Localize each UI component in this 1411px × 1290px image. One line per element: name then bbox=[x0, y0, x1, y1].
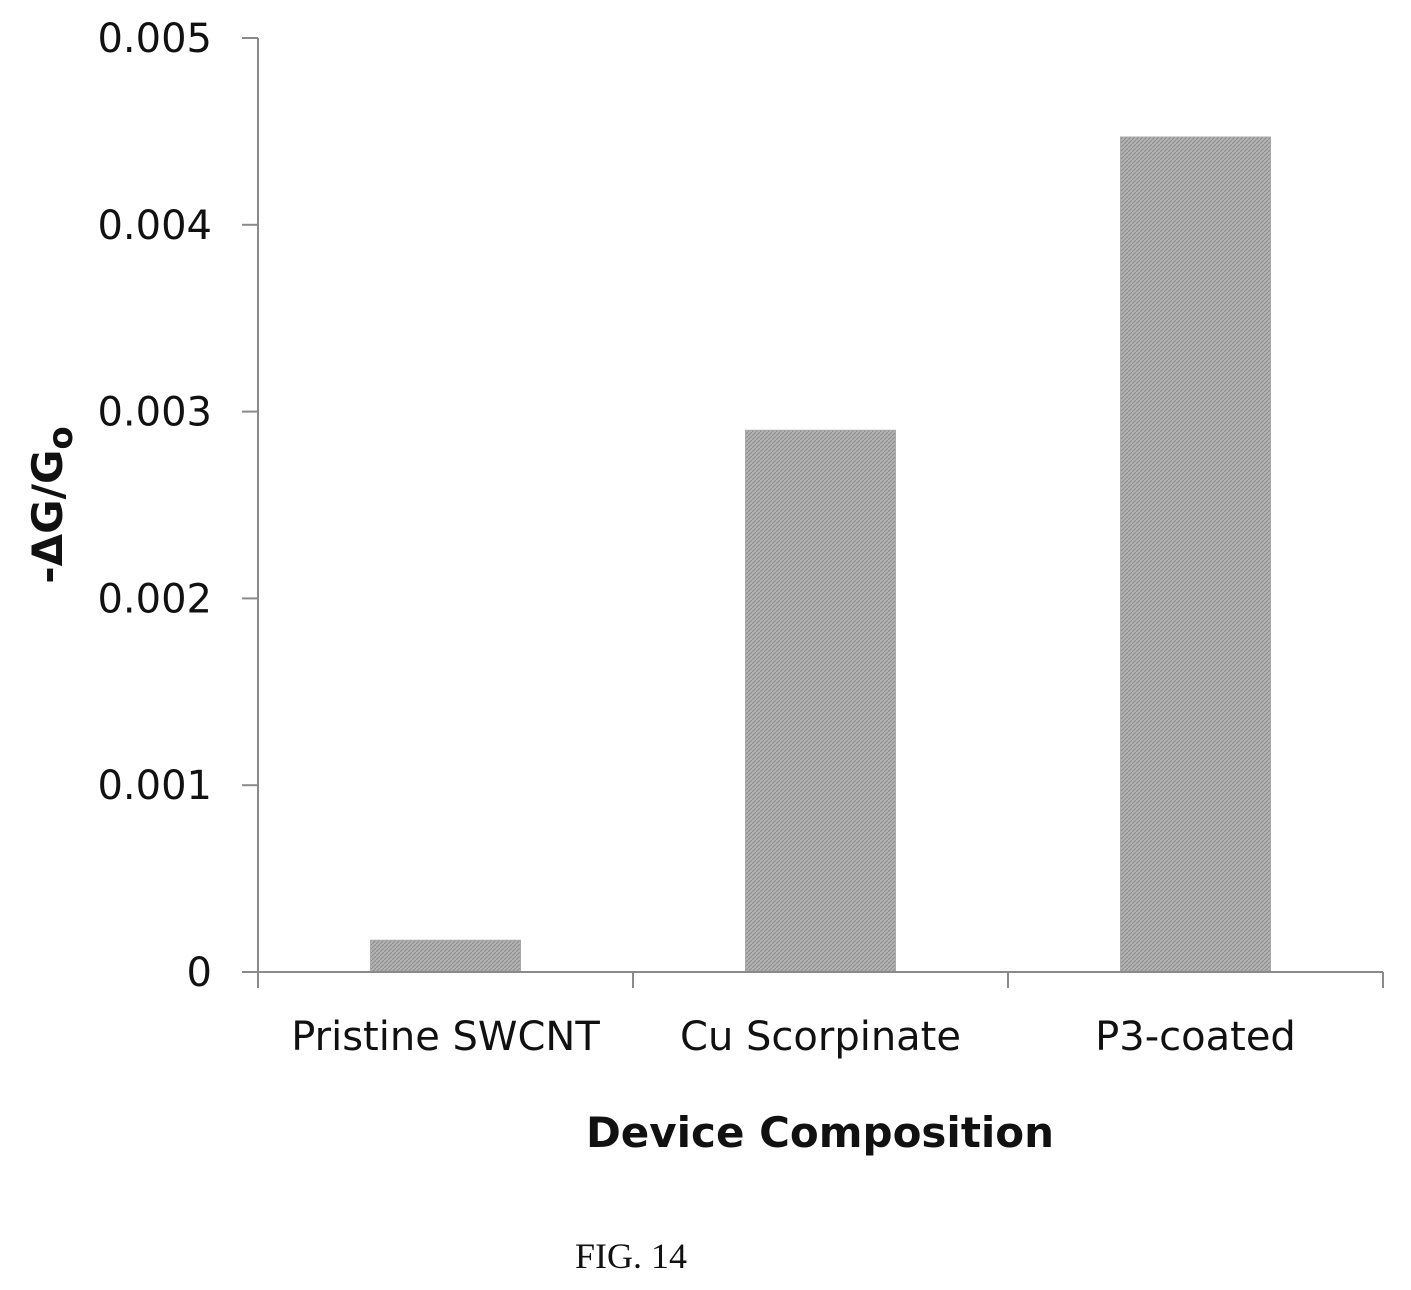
x-axis-ticks bbox=[257, 972, 1384, 988]
bar-cu-scorpinate bbox=[745, 429, 896, 973]
bar-pristine-swcnt bbox=[370, 939, 521, 973]
bar-p3-coated bbox=[1120, 136, 1271, 973]
y-axis-title-main: -ΔG/G bbox=[23, 450, 72, 584]
figure-caption: FIG. 14 bbox=[575, 1236, 687, 1276]
y-axis-title-subscript: o bbox=[41, 426, 81, 449]
x-category-label: Cu Scorpinate bbox=[680, 1014, 961, 1060]
y-tick-label: 0.001 bbox=[97, 763, 212, 809]
y-axis-title: -ΔG/Go bbox=[23, 426, 81, 584]
bars bbox=[370, 136, 1271, 973]
y-tick-label: 0.002 bbox=[97, 576, 212, 622]
y-tick-label: 0 bbox=[187, 950, 212, 996]
x-category-label: P3-coated bbox=[1095, 1014, 1296, 1060]
x-axis-category-labels: Pristine SWCNT Cu Scorpinate P3-coated bbox=[291, 1014, 1296, 1060]
y-tick-label: 0.003 bbox=[97, 390, 212, 436]
x-axis-title: Device Composition bbox=[586, 1108, 1054, 1157]
y-tick-label: 0.004 bbox=[97, 203, 212, 249]
y-axis-ticks: 0 0.001 0.002 0.003 0.004 0.005 bbox=[97, 16, 258, 996]
x-category-label: Pristine SWCNT bbox=[291, 1014, 600, 1060]
y-tick-label: 0.005 bbox=[97, 16, 212, 62]
